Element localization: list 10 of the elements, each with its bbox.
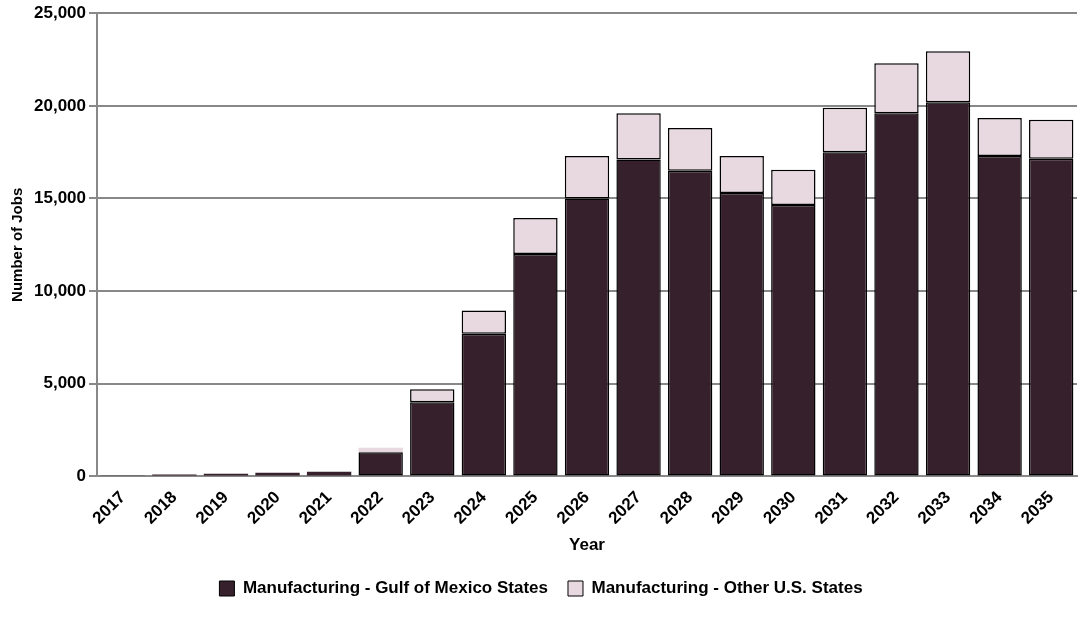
- legend-label: Manufacturing - Gulf of Mexico States: [242, 578, 549, 598]
- y-tick-label: 10,000: [34, 280, 86, 300]
- legend-label: Manufacturing - Other U.S. States: [591, 578, 863, 598]
- y-tick-label: 15,000: [34, 188, 86, 208]
- y-tick-label: 25,000: [34, 2, 86, 22]
- y-tick-label: 5,000: [43, 373, 86, 393]
- y-axis-title: Number of Jobs: [8, 187, 26, 302]
- x-axis-title: Year: [569, 535, 606, 555]
- y-tick-label: 20,000: [34, 95, 86, 115]
- y-tick-label: 0: [76, 466, 86, 486]
